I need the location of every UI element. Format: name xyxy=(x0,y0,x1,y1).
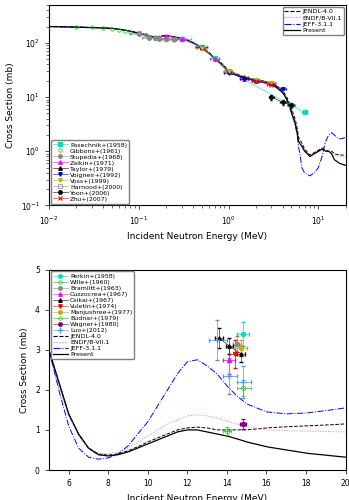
Legend: Perkin+(1958), Wille+(1960), Bramlitt+(1963), Cuzzocrea+(1967), Csikai+(1967), V: Perkin+(1958), Wille+(1960), Bramlitt+(1… xyxy=(51,272,134,358)
X-axis label: Incident Neutron Energy (MeV): Incident Neutron Energy (MeV) xyxy=(127,232,267,241)
Legend: Pasechnik+(1958), Gibbons+(1961), Stupedia+(1968), Zaikin+(1971), Taylor+(1979),: Pasechnik+(1958), Gibbons+(1961), Stuped… xyxy=(51,140,129,203)
X-axis label: Incident Neutron Energy (MeV): Incident Neutron Energy (MeV) xyxy=(127,494,267,500)
Y-axis label: Cross Section (mb): Cross Section (mb) xyxy=(6,62,15,148)
Y-axis label: Cross Section (mb): Cross Section (mb) xyxy=(20,327,29,412)
